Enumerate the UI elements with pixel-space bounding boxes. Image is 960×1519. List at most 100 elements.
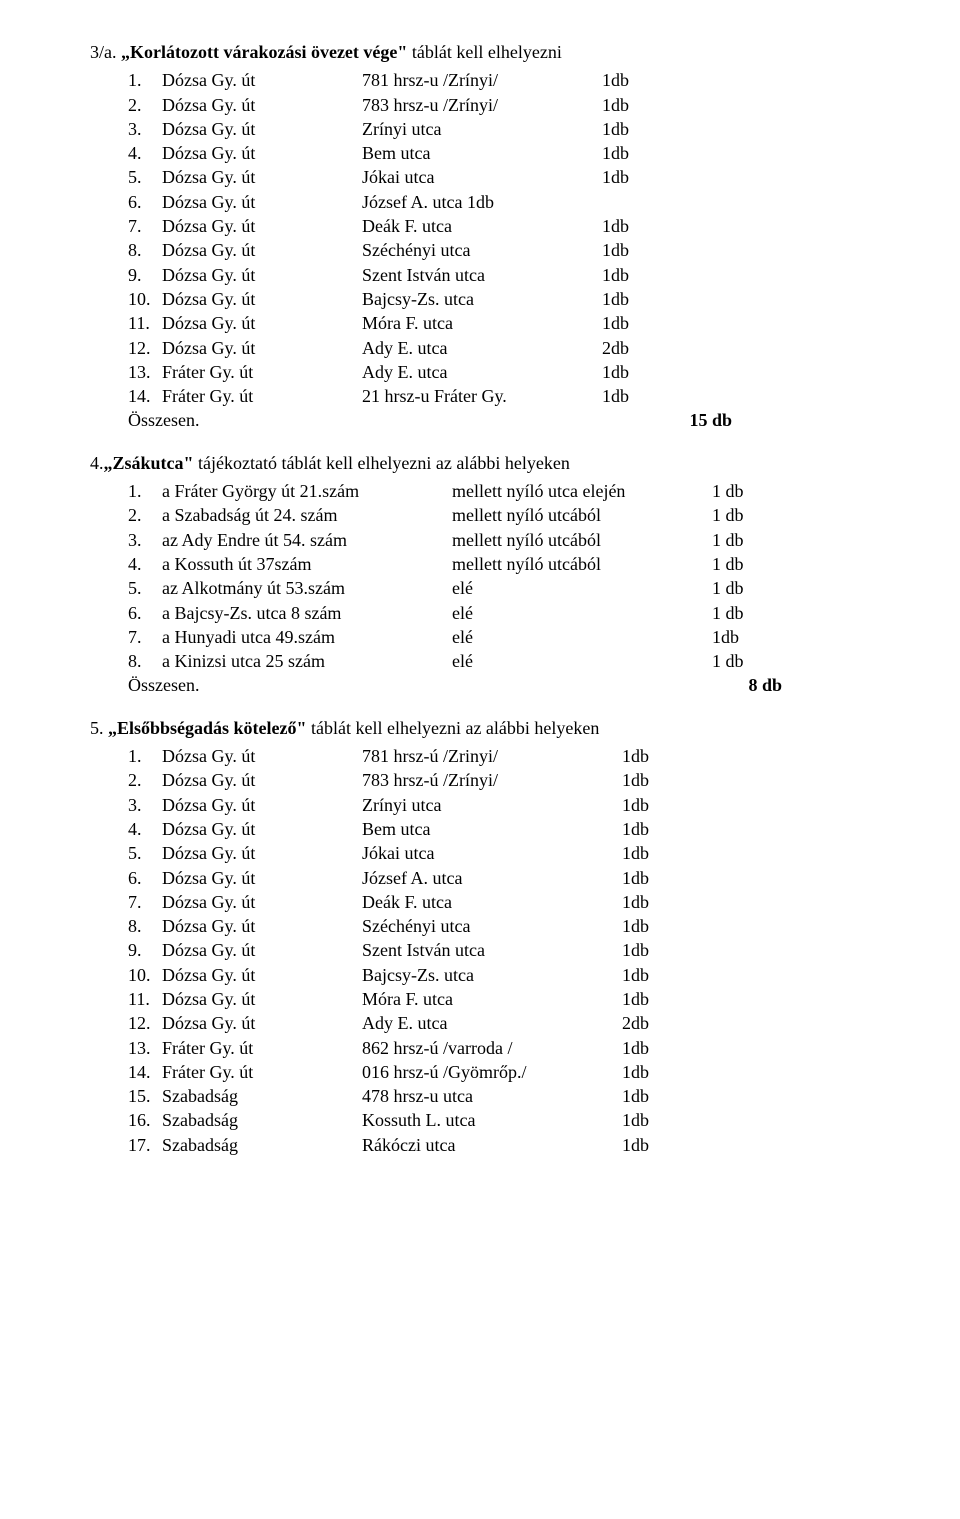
section-heading: 4.„Zsákutca" tájékoztató táblát kell elh…: [90, 451, 900, 475]
item-name: Szabadság: [162, 1108, 362, 1132]
heading-bold: „Korlátozott várakozási övezet vége": [121, 42, 407, 62]
sum-row: Összesen.8 db: [128, 673, 900, 697]
item-number: 7.: [128, 890, 162, 914]
item-qty: 1db: [602, 117, 662, 141]
item-name: Dózsa Gy. út: [162, 93, 362, 117]
item-mid: 783 hrsz-ú /Zrínyi/: [362, 768, 622, 792]
item-mid: Bajcsy-Zs. utca: [362, 963, 622, 987]
item-qty: 1db: [622, 793, 682, 817]
item-mid: Bem utca: [362, 817, 622, 841]
item-name: Dózsa Gy. út: [162, 190, 362, 214]
list-row: 9.Dózsa Gy. útSzent István utca1db: [128, 938, 900, 962]
heading-bold: „Elsőbbségadás kötelező": [108, 718, 307, 738]
item-qty: 1db: [602, 311, 662, 335]
item-mid: 21 hrsz-u Fráter Gy.: [362, 384, 602, 408]
item-number: 15.: [128, 1084, 162, 1108]
sum-row: Összesen.15 db: [128, 408, 900, 432]
item-name: Fráter Gy. út: [162, 1036, 362, 1060]
item-mid: elé: [452, 649, 712, 673]
item-qty: 1db: [602, 238, 662, 262]
item-mid: 781 hrsz-ú /Zrinyi/: [362, 744, 622, 768]
list-row: 13.Fráter Gy. útAdy E. utca1db: [128, 360, 900, 384]
item-mid: 016 hrsz-ú /Gyömrőp./: [362, 1060, 622, 1084]
heading-prefix: 4.: [90, 453, 104, 473]
item-mid: Ady E. utca: [362, 336, 602, 360]
item-qty: 1db: [622, 1036, 682, 1060]
item-mid: mellett nyíló utcából: [452, 503, 712, 527]
item-qty: 1db: [622, 1084, 682, 1108]
item-mid: Kossuth L. utca: [362, 1108, 622, 1132]
item-number: 10.: [128, 963, 162, 987]
list-row: 3.az Ady Endre út 54. számmellett nyíló …: [128, 528, 900, 552]
list-row: 5.Dózsa Gy. útJókai utca1db: [128, 165, 900, 189]
item-desc: a Bajcsy-Zs. utca 8 szám: [162, 601, 452, 625]
list-row: 8.a Kinizsi utca 25 számelé1 db: [128, 649, 900, 673]
list-row: 14.Fráter Gy. út21 hrsz-u Fráter Gy.1db: [128, 384, 900, 408]
list-row: 2.Dózsa Gy. út783 hrsz-u /Zrínyi/1db: [128, 93, 900, 117]
item-mid: mellett nyíló utca elején: [452, 479, 712, 503]
item-number: 14.: [128, 1060, 162, 1084]
heading-bold: „Zsákutca": [104, 453, 194, 473]
sum-total: 15 db: [662, 408, 732, 432]
item-number: 16.: [128, 1108, 162, 1132]
item-number: 4.: [128, 552, 162, 576]
item-number: 7.: [128, 625, 162, 649]
item-mid: József A. utca: [362, 866, 622, 890]
heading-suffix: tájékoztató táblát kell elhelyezni az al…: [194, 453, 570, 473]
item-desc: a Fráter György út 21.szám: [162, 479, 452, 503]
item-name: Fráter Gy. út: [162, 360, 362, 384]
item-qty: 1db: [602, 263, 662, 287]
item-mid: Móra F. utca: [362, 311, 602, 335]
item-mid: Deák F. utca: [362, 890, 622, 914]
item-number: 13.: [128, 360, 162, 384]
item-mid: Jókai utca: [362, 841, 622, 865]
item-mid: Zrínyi utca: [362, 117, 602, 141]
item-number: 9.: [128, 938, 162, 962]
item-desc: a Szabadság út 24. szám: [162, 503, 452, 527]
list-row: 5.az Alkotmány út 53.számelé1 db: [128, 576, 900, 600]
item-mid: Ady E. utca: [362, 360, 602, 384]
item-mid: Zrínyi utca: [362, 793, 622, 817]
item-qty: 1 db: [712, 503, 772, 527]
item-name: Dózsa Gy. út: [162, 768, 362, 792]
item-mid: mellett nyíló utcából: [452, 528, 712, 552]
list-row: 11.Dózsa Gy. útMóra F. utca1db: [128, 987, 900, 1011]
item-name: Dózsa Gy. út: [162, 287, 362, 311]
item-number: 7.: [128, 214, 162, 238]
list-block-2: 1.a Fráter György út 21.számmellett nyíl…: [128, 479, 900, 698]
item-qty: 1db: [622, 987, 682, 1011]
item-mid: mellett nyíló utcából: [452, 552, 712, 576]
item-qty: 1db: [622, 890, 682, 914]
list-row: 7.a Hunyadi utca 49.számelé1db: [128, 625, 900, 649]
item-mid: Ady E. utca: [362, 1011, 622, 1035]
list-row: 13.Fráter Gy. út862 hrsz-ú /varroda /1db: [128, 1036, 900, 1060]
heading-prefix: 5.: [90, 718, 108, 738]
item-number: 17.: [128, 1133, 162, 1157]
item-desc: az Ady Endre út 54. szám: [162, 528, 452, 552]
item-number: 1.: [128, 68, 162, 92]
item-name: Fráter Gy. út: [162, 384, 362, 408]
item-name: Dózsa Gy. út: [162, 866, 362, 890]
item-qty: 1db: [622, 963, 682, 987]
item-name: Fráter Gy. út: [162, 1060, 362, 1084]
item-number: 5.: [128, 841, 162, 865]
item-qty: 1db: [602, 165, 662, 189]
list-row: 5.Dózsa Gy. útJókai utca1db: [128, 841, 900, 865]
item-qty: 1db: [602, 287, 662, 311]
item-mid: Móra F. utca: [362, 987, 622, 1011]
item-name: Dózsa Gy. út: [162, 117, 362, 141]
heading-suffix: táblát kell elhelyezni az alábbi helyeke…: [307, 718, 600, 738]
item-qty: 1db: [602, 93, 662, 117]
item-qty: 1db: [602, 360, 662, 384]
item-number: 1.: [128, 744, 162, 768]
list-row: 7.Dózsa Gy. útDeák F. utca1db: [128, 890, 900, 914]
item-number: 12.: [128, 1011, 162, 1035]
item-number: 5.: [128, 576, 162, 600]
item-name: Dózsa Gy. út: [162, 817, 362, 841]
list-row: 7.Dózsa Gy. útDeák F. utca1db: [128, 214, 900, 238]
item-qty: 1db: [622, 744, 682, 768]
list-row: 4.Dózsa Gy. útBem utca1db: [128, 817, 900, 841]
item-mid: Deák F. utca: [362, 214, 602, 238]
item-mid: elé: [452, 601, 712, 625]
item-number: 8.: [128, 649, 162, 673]
